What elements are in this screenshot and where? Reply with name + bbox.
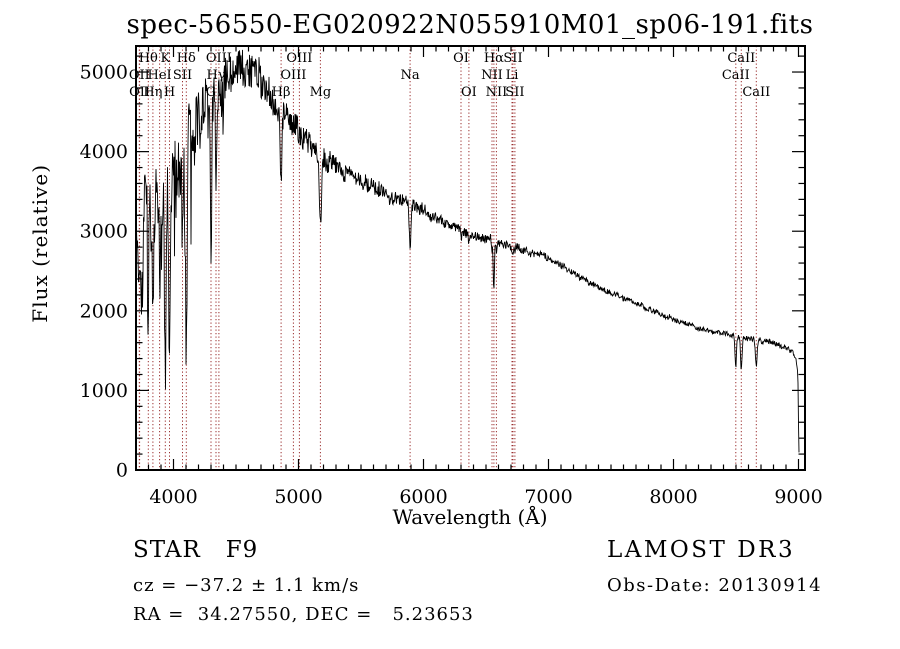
x-tick-label: 7000 (524, 486, 572, 508)
line-label-Hδ: Hδ (177, 51, 196, 66)
x-tick-label: 4000 (149, 486, 197, 508)
line-label-OIII: OIII (206, 51, 232, 66)
line-label-NII: NII (486, 85, 508, 100)
y-tick-label: 5000 (80, 62, 128, 84)
line-label-SII: SII (505, 85, 524, 100)
line-label-SII: SII (503, 51, 522, 66)
x-tick-label: 9000 (774, 486, 822, 508)
axes-box (135, 45, 806, 471)
line-label-OIII: OIII (286, 51, 312, 66)
y-tick-label: 3000 (80, 221, 128, 243)
spectrum-trace (135, 49, 800, 453)
y-axis-label: Flux (relative) (28, 164, 52, 323)
line-label-Li: Li (506, 68, 519, 83)
line-label-Hβ: Hβ (272, 85, 291, 100)
survey-release-text: LAMOST DR3 (607, 537, 796, 563)
line-label-OI: OI (453, 51, 469, 66)
x-tick-label: 8000 (649, 486, 697, 508)
figure-title: spec-56550-EG020922N055910M01_sp06-191.f… (126, 10, 814, 40)
line-label-OII: OII (129, 85, 150, 100)
y-tick-label: 0 (116, 460, 128, 482)
line-label-K: K (160, 51, 170, 66)
line-label-G: G (206, 85, 216, 100)
x-tick-label: 5000 (274, 486, 322, 508)
line-label-Mg: Mg (310, 85, 332, 100)
radial-velocity-text: cz = −37.2 ± 1.1 km/s (133, 575, 360, 596)
obs-date-text: Obs-Date: 20130914 (607, 575, 823, 596)
line-label-Hη: Hη (143, 85, 162, 100)
line-label-NII: NII (481, 68, 503, 83)
line-label-Na: Na (401, 68, 420, 83)
line-label-CaII: CaII (727, 51, 755, 66)
line-label-H: H (164, 85, 175, 100)
line-label-SII: SII (173, 68, 192, 83)
line-label-Hθ: Hθ (139, 51, 158, 66)
y-tick-label: 4000 (80, 141, 128, 163)
line-label-Hγ: Hγ (206, 68, 225, 83)
line-label-HeI: HeI (148, 68, 172, 83)
line-label-CaII: CaII (722, 68, 750, 83)
line-label-OI: OI (461, 85, 477, 100)
line-label-OIII: OIII (280, 68, 306, 83)
y-tick-label: 1000 (80, 380, 128, 402)
classification-text: STAR F9 (133, 537, 259, 563)
x-tick-label: 6000 (399, 486, 447, 508)
ra-dec-text: RA = 34.27550, DEC = 5.23653 (133, 604, 474, 625)
y-tick-label: 2000 (80, 300, 128, 322)
x-axis-label: Wavelength (Å) (392, 505, 548, 529)
line-label-Hα: Hα (484, 51, 504, 66)
line-label-CaII: CaII (742, 85, 770, 100)
